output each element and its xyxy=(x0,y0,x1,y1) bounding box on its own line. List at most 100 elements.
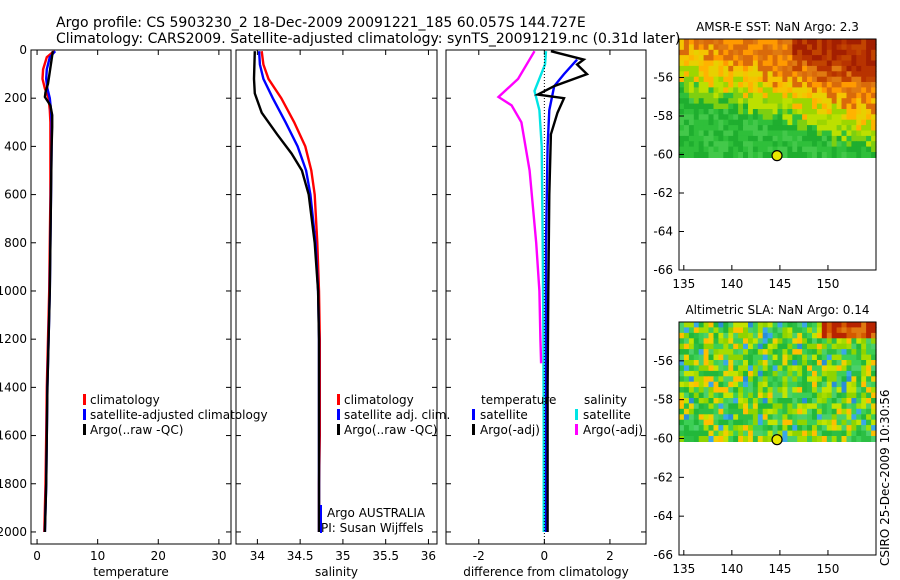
sla-map-cell xyxy=(816,419,823,426)
sla-map-cell xyxy=(752,376,759,383)
sst-map-cell xyxy=(821,76,828,83)
sla-map-cell xyxy=(792,408,798,415)
sst-map-cell xyxy=(757,92,764,99)
sst-map-cell xyxy=(787,146,793,153)
sst-map-cell xyxy=(777,146,783,153)
sla-map-cell xyxy=(841,376,847,383)
sla-map-cell xyxy=(688,365,695,372)
sla-map-cell xyxy=(782,381,788,388)
sla-map-cell xyxy=(679,354,685,361)
sla-map-cell xyxy=(738,322,744,328)
sla-map-cell xyxy=(733,408,739,415)
sst-map-cell xyxy=(802,60,808,67)
sst-map-cell xyxy=(767,125,774,132)
sla-map-cell xyxy=(688,403,695,410)
sst-map-cell xyxy=(718,39,724,45)
sst-map-cell xyxy=(679,141,685,148)
sst-map-cell xyxy=(851,125,857,132)
sla-map-cell xyxy=(708,365,714,372)
sst-map-cell xyxy=(738,55,744,62)
sla-map-cell xyxy=(836,327,843,334)
sla-map-cell xyxy=(812,343,818,350)
salinity-x-tick-label: 34 xyxy=(250,549,265,563)
sst-map-cell xyxy=(718,103,724,110)
sst-map-cell xyxy=(767,60,774,67)
difference-series-1 xyxy=(533,51,548,532)
sla-map-cell xyxy=(738,414,744,421)
sst-map-cell xyxy=(679,146,685,153)
sst-map-cell xyxy=(772,119,779,126)
sst-map-cell xyxy=(757,125,764,132)
sla-map-cell xyxy=(743,381,749,388)
sst-map-cell xyxy=(723,103,729,110)
sst-map-cell xyxy=(743,65,749,72)
sst-map-cell xyxy=(841,76,847,83)
sst-map-cell xyxy=(679,109,685,115)
sla-map-cell xyxy=(767,403,774,410)
sst-map-cell xyxy=(708,141,714,148)
sla-map-cell xyxy=(767,419,774,426)
sst-map-cell xyxy=(723,125,729,132)
sst-map-cell xyxy=(748,119,754,126)
sst-map-cell xyxy=(698,92,705,99)
sst-map-cell xyxy=(738,125,744,132)
sla-map-cell xyxy=(871,332,877,339)
sla-map-cell xyxy=(762,349,769,356)
sla-map-cell xyxy=(743,436,749,442)
sla-map-cell xyxy=(708,430,714,437)
sst-map-cell xyxy=(683,135,690,142)
sst-map-cell xyxy=(743,76,749,83)
sst-map-cell xyxy=(797,103,803,110)
sla-map-cell xyxy=(767,398,774,404)
sla-map-cell xyxy=(807,430,813,437)
sla-map-cell xyxy=(738,338,744,345)
sst-map-cell xyxy=(807,39,813,45)
difference-x-tick-label: -2 xyxy=(473,549,485,563)
sst-map-cell xyxy=(738,98,744,105)
sla-map-cell xyxy=(807,425,813,432)
sst-map-cell xyxy=(738,92,744,99)
sst-map-cell xyxy=(846,65,852,72)
sst-map-cell xyxy=(723,44,729,51)
figure-title-line-1: Argo profile: CS 5903230_2 18-Dec-2009 2… xyxy=(56,15,586,31)
sst-map-cell xyxy=(797,135,803,142)
sla-map-cell xyxy=(718,343,724,350)
sla-map-cell xyxy=(698,327,705,334)
sla-map-cell xyxy=(698,338,705,345)
sst-map-cell xyxy=(688,146,695,153)
sst-map-cell xyxy=(748,135,754,142)
sst-map-cell xyxy=(861,135,867,142)
sla-map-x-tick-label: 150 xyxy=(816,562,839,576)
sst-map-cell xyxy=(698,87,705,94)
sst-map-cell xyxy=(846,141,852,148)
sla-map-cell xyxy=(812,408,818,415)
sst-map-cell xyxy=(728,152,734,158)
sla-map-cell xyxy=(718,414,724,421)
sla-map-cell xyxy=(851,354,857,361)
sla-map-cell xyxy=(703,398,710,404)
sst-map-cell xyxy=(797,146,803,153)
sst-map-cell xyxy=(812,92,818,99)
sst-map-cell xyxy=(738,109,744,115)
sst-map-cell xyxy=(782,125,788,132)
sla-map-cell xyxy=(752,398,759,404)
sst-map-cell xyxy=(831,114,838,121)
sst-map-cell xyxy=(846,60,852,67)
sst-map-cell xyxy=(738,76,744,83)
sst-map-cell xyxy=(846,98,852,105)
sla-map-cell xyxy=(772,322,779,328)
sla-map-cell xyxy=(748,354,754,361)
sla-map-cell xyxy=(743,414,749,421)
sla-map-cell xyxy=(866,419,872,426)
sla-map-cell xyxy=(851,387,857,394)
sla-map-cell xyxy=(866,322,872,328)
sla-map-cell xyxy=(816,403,823,410)
sla-map-cell xyxy=(821,338,828,345)
sla-map-cell xyxy=(679,392,685,399)
sla-map-cell xyxy=(713,327,719,334)
sst-map-cell xyxy=(679,114,685,121)
sst-map-cell xyxy=(679,87,685,94)
sst-map-cell xyxy=(743,152,749,158)
sst-map-cell xyxy=(846,114,852,121)
sst-map-cell xyxy=(802,76,808,83)
